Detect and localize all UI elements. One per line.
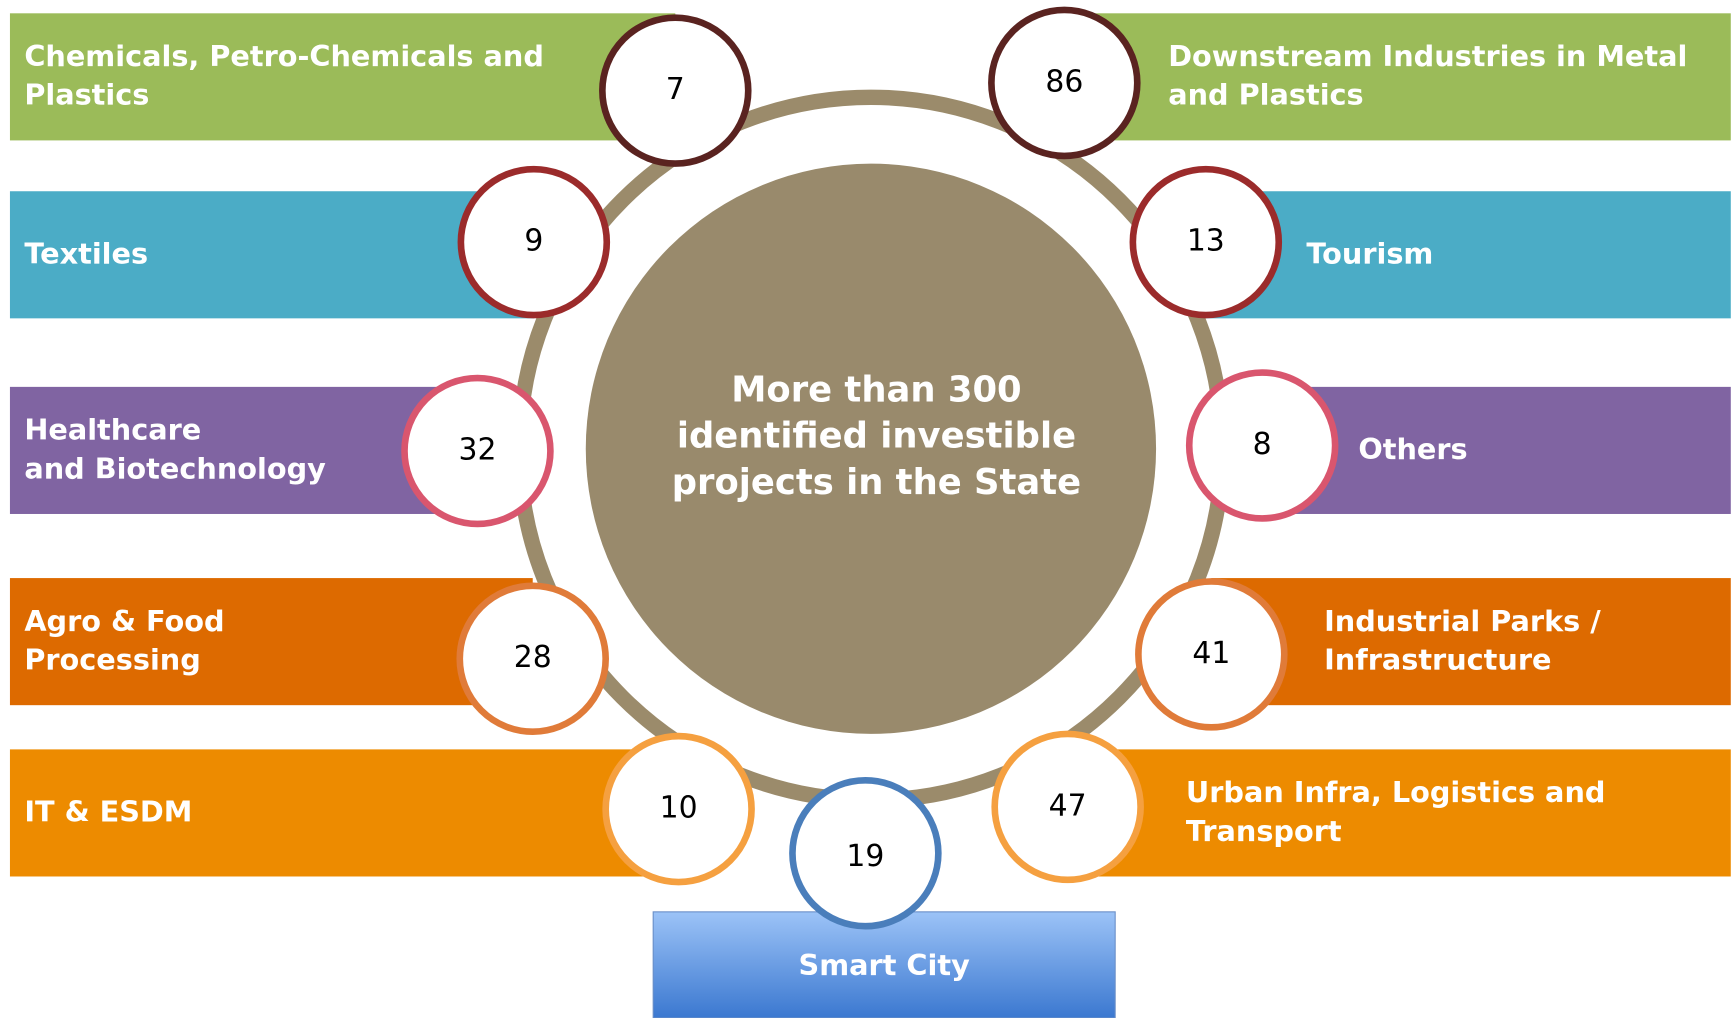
center-circle <box>585 163 1157 734</box>
sector-bar <box>9 191 534 319</box>
sector-label: and Plastics <box>1168 78 1363 112</box>
count: 47 <box>1049 788 1087 823</box>
sector-bar <box>1205 191 1731 319</box>
sector-label: Textiles <box>24 236 148 270</box>
sector-bar <box>1064 13 1731 141</box>
sector-bar <box>1067 749 1731 877</box>
sector-label: Chemicals, Petro-Chemicals and <box>24 39 544 73</box>
count-circle <box>599 14 752 167</box>
sector-label: Plastics <box>24 78 149 112</box>
sector-label: Industrial Parks / <box>1324 604 1601 638</box>
count: 10 <box>660 791 698 826</box>
count: 7 <box>666 72 685 107</box>
sector-label: Urban Infra, Logistics and <box>1186 775 1606 809</box>
center-text: projects in the State <box>672 462 1081 503</box>
count-circle <box>991 730 1144 884</box>
sector-label: Downstream Industries in Metal <box>1168 39 1687 73</box>
count: 19 <box>846 839 884 874</box>
count-circle <box>456 582 609 736</box>
count: 41 <box>1192 636 1230 671</box>
count-circle <box>1135 578 1288 731</box>
sector-bar <box>1211 578 1731 706</box>
count-circle <box>1129 165 1283 319</box>
sector-bar <box>1262 386 1731 514</box>
sector-label: Agro & Food <box>24 604 224 638</box>
count-circle <box>401 374 554 528</box>
center-text: identified investible <box>677 416 1076 457</box>
sector-label: Transport <box>1186 814 1342 848</box>
sector-label: Infrastructure <box>1324 643 1551 677</box>
sector-label: and Biotechnology <box>24 451 326 485</box>
sector-label: Smart City <box>799 948 971 982</box>
sector-label: Processing <box>24 643 200 677</box>
count-circle <box>602 732 755 886</box>
count: 9 <box>524 224 543 259</box>
sector-label: Others <box>1358 432 1467 466</box>
sector-label: IT & ESDM <box>24 794 192 828</box>
count: 32 <box>458 432 496 467</box>
count: 28 <box>514 640 552 675</box>
count-circle <box>789 777 942 930</box>
count-circle <box>988 6 1141 160</box>
sector-bar <box>9 386 478 514</box>
sector-label: Tourism <box>1306 236 1433 270</box>
count: 86 <box>1045 64 1083 99</box>
sector-label: Healthcare <box>24 413 201 447</box>
count: 13 <box>1187 224 1225 259</box>
count-circle <box>1185 369 1339 522</box>
sector-bar <box>9 578 533 706</box>
sector-bar <box>9 749 679 877</box>
sector-bar <box>9 13 676 141</box>
sector-bar <box>652 911 1116 1018</box>
count: 8 <box>1253 427 1272 462</box>
count-circle <box>457 165 611 319</box>
center-text: More than 300 <box>731 369 1021 410</box>
